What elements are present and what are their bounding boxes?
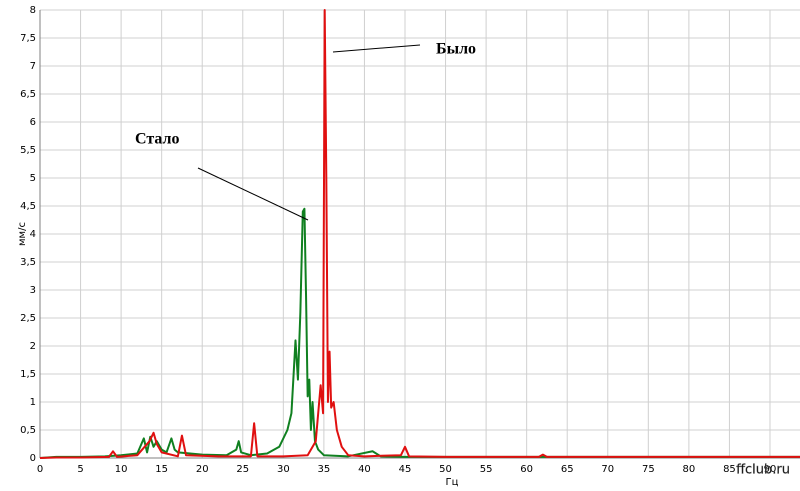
- y-tick-label: 7,5: [20, 33, 36, 44]
- y-axis-label: мм/с: [17, 222, 28, 246]
- y-tick-label: 6,5: [20, 89, 36, 100]
- x-tick-label: 45: [399, 464, 412, 475]
- y-tick-label: 7: [30, 61, 36, 72]
- x-tick-label: 60: [520, 464, 533, 475]
- y-tick-label: 6: [30, 117, 36, 128]
- x-tick-label: 15: [155, 464, 168, 475]
- x-tick-label: 80: [683, 464, 696, 475]
- series-line: [39, 9, 800, 459]
- y-tick-label: 3: [30, 285, 36, 296]
- x-tick-label: 70: [601, 464, 614, 475]
- annotation-line: [332, 44, 421, 53]
- watermark: ffclub.ru: [736, 463, 790, 478]
- x-tick-label: 55: [480, 464, 493, 475]
- x-tick-label: 50: [439, 464, 452, 475]
- y-tick-label: 2: [30, 341, 36, 352]
- x-tick-label: 90: [764, 464, 777, 475]
- annotation: Было: [436, 41, 476, 58]
- annotation-line: [197, 167, 309, 221]
- y-tick-label: 5: [30, 173, 36, 184]
- y-tick-label: 2,5: [20, 313, 36, 324]
- x-tick-label: 10: [115, 464, 128, 475]
- x-tick-label: 40: [358, 464, 371, 475]
- x-tick-label: 0: [37, 464, 43, 475]
- x-tick-label: 25: [236, 464, 249, 475]
- y-tick-label: 5,5: [20, 145, 36, 156]
- x-tick-label: 5: [77, 464, 83, 475]
- y-tick-label: 8: [30, 5, 36, 16]
- y-tick-label: 4: [30, 229, 36, 240]
- x-tick-label: 20: [196, 464, 209, 475]
- x-tick-label: 30: [277, 464, 290, 475]
- annotation: Стало: [135, 131, 180, 148]
- y-tick-label: 4,5: [20, 201, 36, 212]
- y-tick-label: 1: [30, 397, 36, 408]
- x-tick-label: 65: [561, 464, 574, 475]
- x-axis-label: Гц: [446, 477, 459, 488]
- y-tick-label: 0,5: [20, 425, 36, 436]
- x-tick-label: 35: [318, 464, 331, 475]
- x-tick-label: 75: [642, 464, 655, 475]
- y-tick-label: 3,5: [20, 257, 36, 268]
- y-tick-label: 0: [30, 453, 36, 464]
- x-tick-label: 85: [723, 464, 736, 475]
- y-tick-label: 1,5: [20, 369, 36, 380]
